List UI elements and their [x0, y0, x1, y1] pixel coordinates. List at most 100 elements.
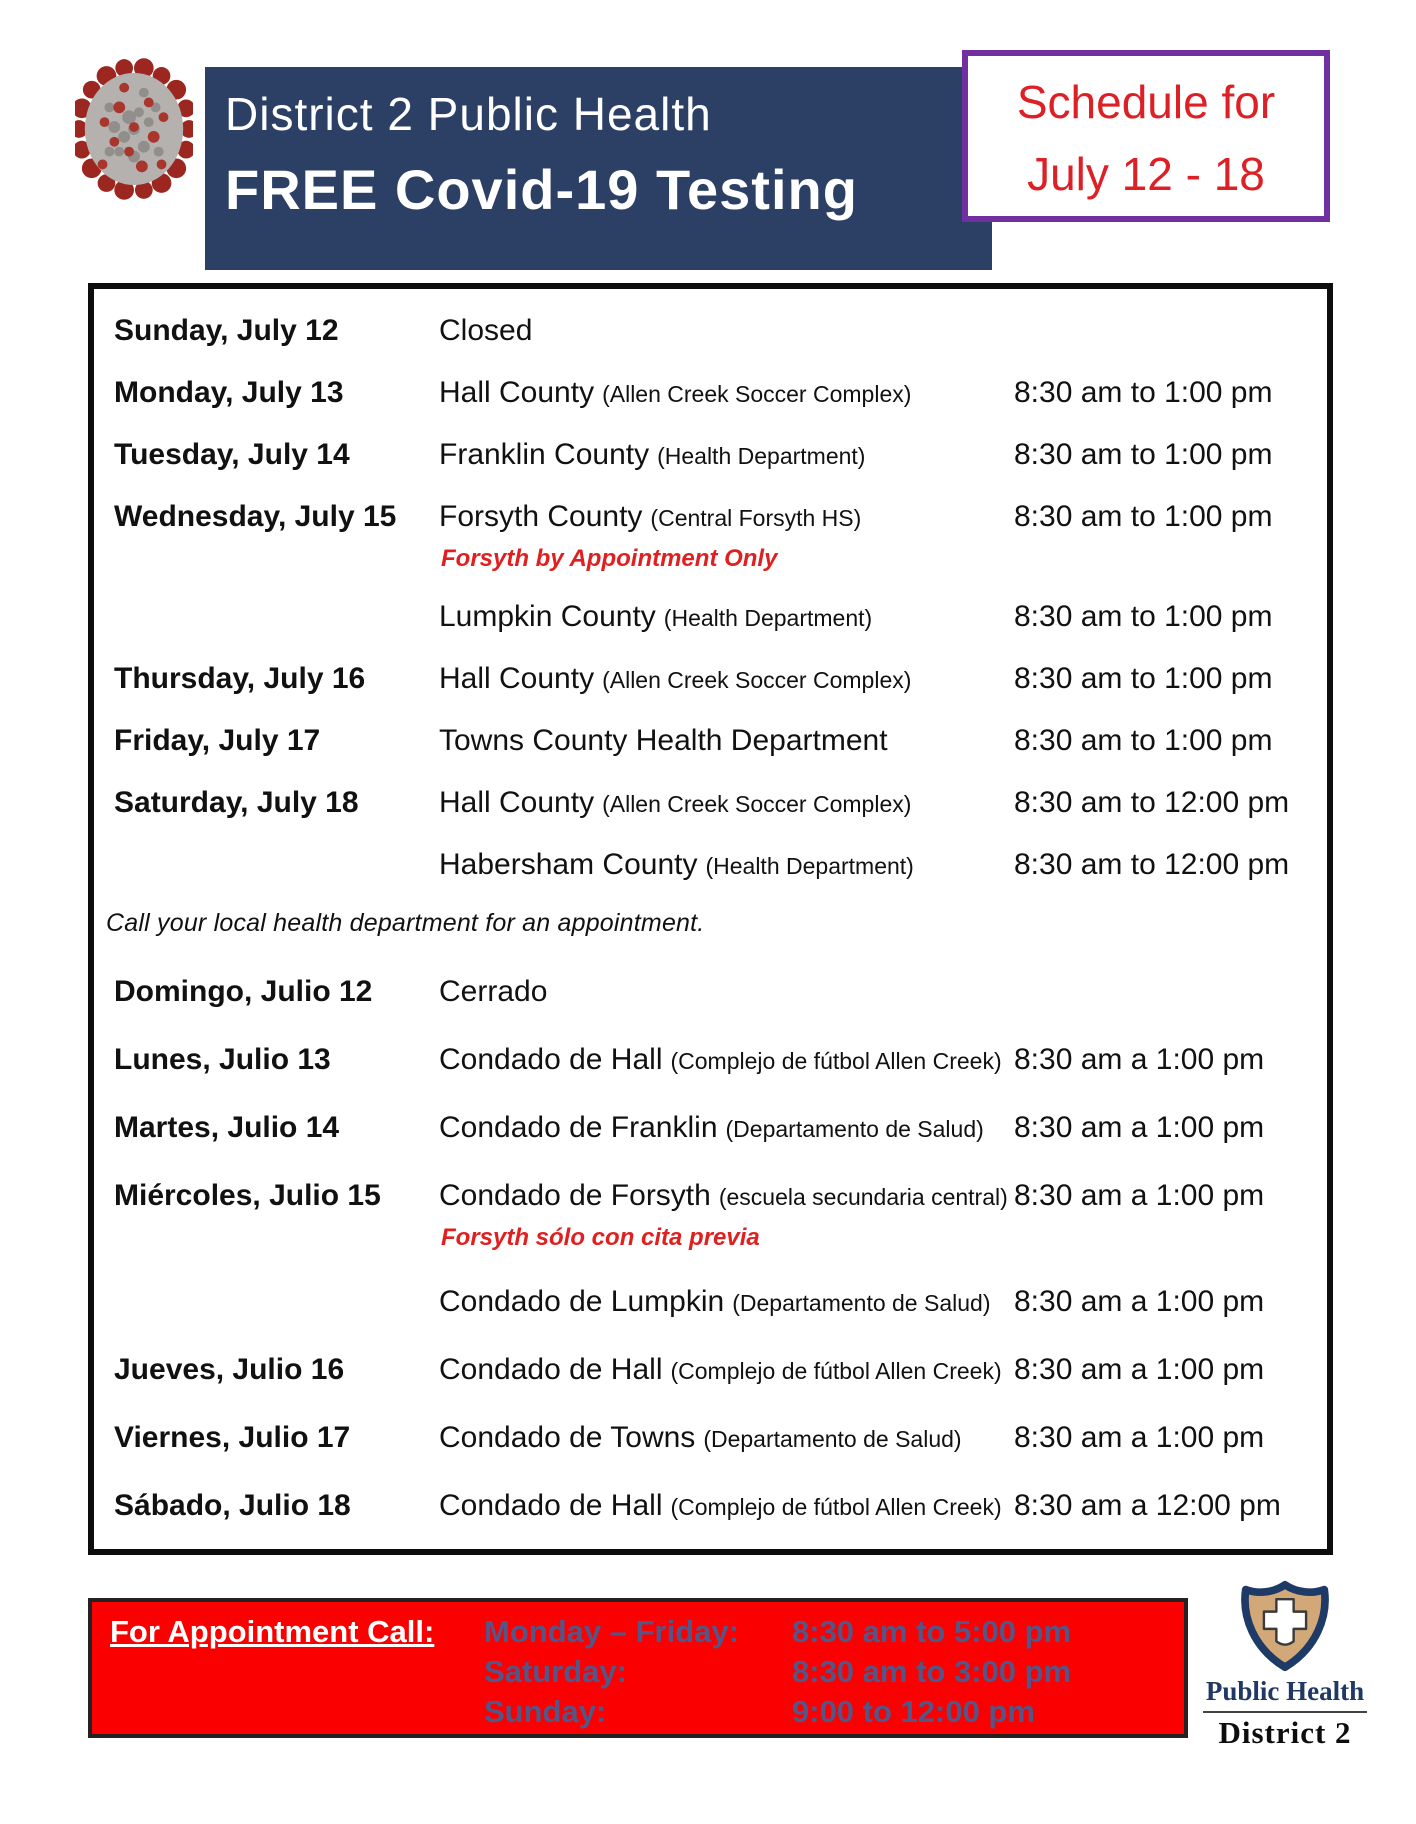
location-label: Hall County	[439, 786, 595, 819]
location-label: Closed	[439, 314, 533, 347]
location-label: Condado de Hall	[439, 1043, 663, 1076]
location-detail: (Allen Creek Soccer Complex)	[602, 667, 912, 693]
day-label: Saturday, July 18	[114, 786, 359, 819]
location-detail: (Departamento de Salud)	[732, 1290, 991, 1316]
schedule-row: Martes, Julio 14 Condado de Franklin (Dep…	[114, 1110, 1327, 1151]
day-label: Sunday, July 12	[114, 314, 339, 347]
location-detail: (Allen Creek Soccer Complex)	[602, 791, 912, 817]
schedule-row: Condado de Lumpkin (Departamento de Salud…	[114, 1284, 1327, 1325]
location-detail: (Complejo de fútbol Allen Creek)	[670, 1358, 1002, 1384]
location-label: Cerrado	[439, 975, 548, 1008]
schedule-row: Thursday, July 16 Hall County (Allen Cree…	[114, 661, 1327, 702]
day-label: Friday, July 17	[114, 724, 321, 757]
location-label: Towns County Health Department	[439, 724, 888, 757]
schedule-box: Sunday, July 12 Closed Monday, July 13 H…	[88, 283, 1333, 1555]
time-label: 8:30 am a 1:00 pm	[1014, 1043, 1265, 1076]
schedule-row: Domingo, Julio 12 Cerrado	[114, 974, 1327, 1015]
logo-district: District 2	[1218, 1715, 1352, 1750]
schedule-spanish: Domingo, Julio 12 Cerrado Lunes, Julio 1…	[114, 974, 1327, 1549]
location-label: Forsyth County	[439, 500, 643, 533]
time-label: 8:30 am to 1:00 pm	[1014, 438, 1273, 471]
location-label: Lumpkin County	[439, 600, 656, 633]
schedule-row: Monday, July 13 Hall County (Allen Creek …	[114, 375, 1327, 416]
location-label: Habersham County	[439, 848, 698, 881]
time-label: 8:30 am a 1:00 pm	[1014, 1421, 1265, 1454]
schedule-row: Miércoles, Julio 15 Condado de Forsyth (e…	[114, 1178, 1327, 1257]
time-label: 8:30 am a 1:00 pm	[1014, 1285, 1265, 1318]
note-english: Call your local health department for an…	[106, 909, 705, 937]
location-detail: (Allen Creek Soccer Complex)	[602, 381, 912, 407]
schedule-row: Lunes, Julio 13 Condado de Hall (Complejo…	[114, 1042, 1327, 1083]
time-label: 8:30 am to 12:00 pm	[1014, 786, 1290, 819]
time-label: 8:30 am to 12:00 pm	[1014, 848, 1290, 881]
location-label: Condado de Lumpkin	[439, 1285, 725, 1318]
schedule-row: Viernes, Julio 17 Condado de Towns (Depar…	[114, 1420, 1327, 1461]
hours-days: Sunday:	[484, 1694, 607, 1729]
location-detail: (Central Forsyth HS)	[650, 505, 862, 531]
public-health-logo: Public Health District 2	[1203, 1580, 1367, 1751]
location-detail: (Complejo de fútbol Allen Creek)	[670, 1048, 1002, 1074]
location-label: Condado de Forsyth	[439, 1179, 711, 1212]
page-subtitle: FREE Covid-19 Testing	[225, 158, 858, 221]
day-label: Tuesday, July 14	[114, 438, 350, 471]
day-label: Thursday, July 16	[114, 662, 366, 695]
day-label: Monday, July 13	[114, 376, 344, 409]
location-detail: (Departamento de Salud)	[725, 1116, 984, 1142]
schedule-badge: Schedule for July 12 - 18	[962, 50, 1330, 222]
time-label: 8:30 am a 1:00 pm	[1014, 1179, 1265, 1212]
location-label: Franklin County	[439, 438, 650, 471]
logo-divider	[1203, 1711, 1367, 1713]
location-detail: (Departamento de Salud)	[703, 1426, 962, 1452]
hours-days: Saturday:	[484, 1654, 627, 1689]
location-detail: (escuela secundaria central)	[718, 1184, 1008, 1210]
schedule-row: Sunday, July 12 Closed	[114, 313, 1327, 354]
location-detail: (Complejo de fútbol Allen Creek)	[670, 1494, 1002, 1520]
appointment-only-note: Forsyth by Appointment Only	[441, 545, 778, 572]
location-label: Condado de Hall	[439, 1353, 663, 1386]
time-label: 8:30 am a 1:00 pm	[1014, 1353, 1265, 1386]
coronavirus-icon	[70, 58, 198, 200]
day-label: Miércoles, Julio 15	[114, 1179, 381, 1212]
day-label: Sábado, Julio 18	[114, 1489, 351, 1522]
page-title: District 2 Public Health	[225, 88, 712, 140]
time-label: 8:30 am to 1:00 pm	[1014, 600, 1273, 633]
hours-time: 8:30 am to 5:00 pm	[792, 1614, 1072, 1649]
location-label: Condado de Towns	[439, 1421, 696, 1454]
location-label: Hall County	[439, 376, 595, 409]
location-label: Hall County	[439, 662, 595, 695]
location-detail: (Health Department)	[663, 605, 873, 631]
day-label: Martes, Julio 14	[114, 1111, 340, 1144]
schedule-row: Lumpkin County (Health Department) 8:30 a…	[114, 599, 1327, 640]
schedule-row: Jueves, Julio 16 Condado de Hall (Complej…	[114, 1352, 1327, 1393]
schedule-english: Sunday, July 12 Closed Monday, July 13 H…	[114, 313, 1327, 888]
header-banner: District 2 Public Health FREE Covid-19 T…	[205, 67, 992, 270]
day-label: Wednesday, July 15	[114, 500, 397, 533]
time-label: 8:30 am to 1:00 pm	[1014, 376, 1273, 409]
schedule-row: Saturday, July 18 Hall County (Allen Cree…	[114, 785, 1327, 826]
appointment-only-note: Forsyth sólo con cita previa	[441, 1224, 760, 1251]
badge-line1: Schedule for	[1016, 76, 1276, 128]
location-label: Condado de Franklin	[439, 1111, 718, 1144]
time-label: 8:30 am to 1:00 pm	[1014, 724, 1273, 757]
badge-line2: July 12 - 18	[1027, 148, 1265, 200]
schedule-row: Tuesday, July 14 Franklin County (Health …	[114, 437, 1327, 478]
hours-time: 8:30 am to 3:00 pm	[792, 1654, 1072, 1689]
location-detail: (Health Department)	[705, 853, 914, 879]
time-label: 8:30 am to 1:00 pm	[1014, 662, 1273, 695]
day-label: Jueves, Julio 16	[114, 1353, 345, 1386]
schedule-row: Sábado, Julio 18 Condado de Hall (Complej…	[114, 1488, 1327, 1529]
appointment-call-label: For Appointment Call:	[110, 1614, 435, 1649]
schedule-row: Friday, July 17 Towns County Health Depa…	[114, 723, 1327, 764]
day-label: Lunes, Julio 13	[114, 1043, 331, 1076]
hours-days: Monday – Friday:	[484, 1614, 739, 1649]
location-label: Condado de Hall	[439, 1489, 663, 1522]
time-label: 8:30 am to 1:00 pm	[1014, 500, 1273, 533]
time-label: 8:30 am a 12:00 pm	[1014, 1489, 1281, 1522]
time-label: 8:30 am a 1:00 pm	[1014, 1111, 1265, 1144]
day-label: Viernes, Julio 17	[114, 1421, 351, 1454]
location-detail: (Health Department)	[657, 443, 866, 469]
day-label: Domingo, Julio 12	[114, 975, 373, 1008]
public-health-shield-icon	[1203, 1580, 1367, 1672]
appointment-box: For Appointment Call: Monday – Friday: 8…	[88, 1598, 1188, 1738]
hours-time: 9:00 to 12:00 pm	[792, 1694, 1035, 1729]
